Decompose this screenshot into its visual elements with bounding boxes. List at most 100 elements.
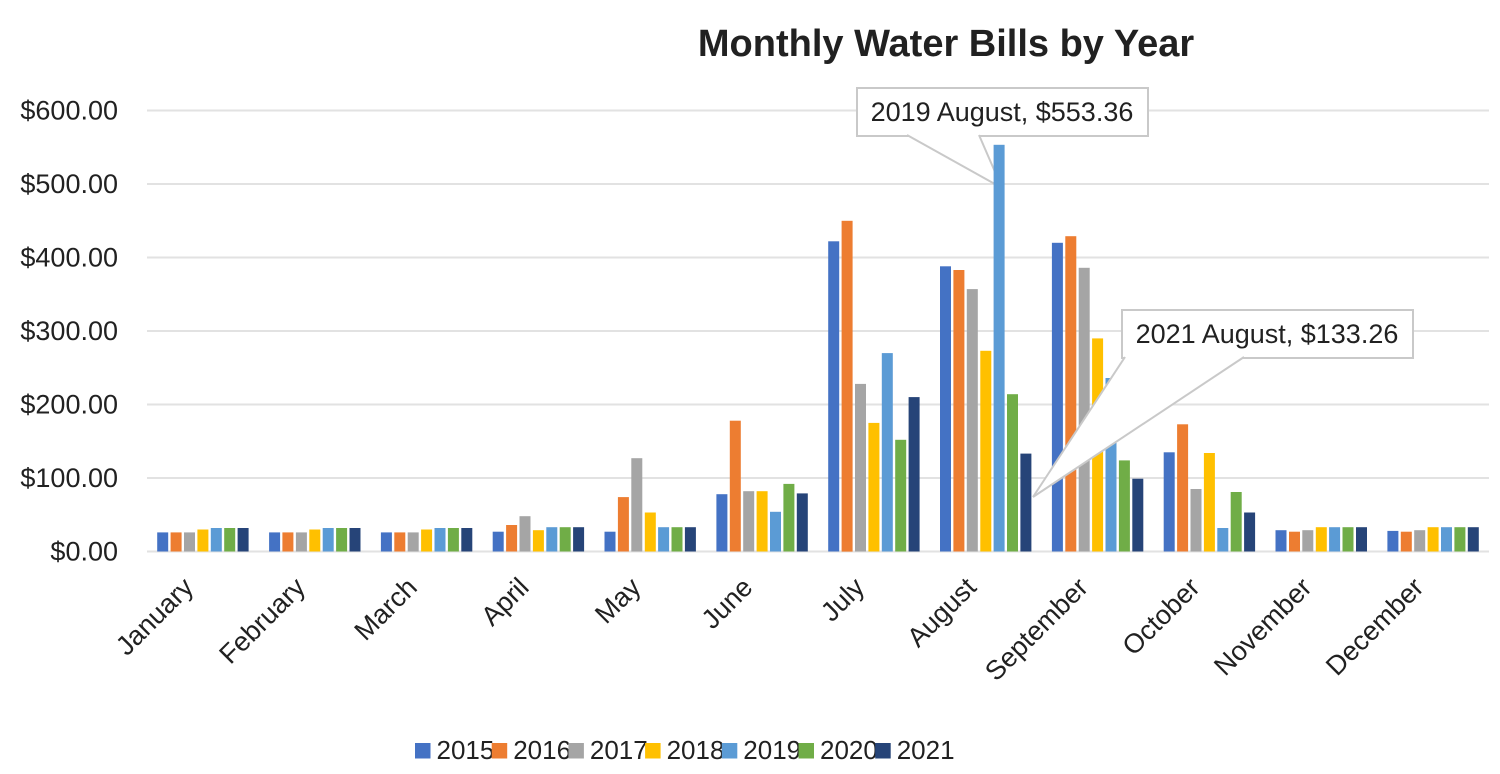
bar-2018-february — [309, 529, 321, 552]
bar-2019-september — [1105, 378, 1117, 552]
bar-2016-august — [953, 270, 965, 552]
legend-item-2016: 2016 — [491, 735, 571, 765]
callout-box-2021-august — [1121, 309, 1414, 359]
bar-2020-february — [336, 528, 348, 552]
bar-2021-december — [1467, 527, 1479, 552]
bar-2018-august — [980, 350, 992, 552]
bar-2015-january — [157, 532, 169, 552]
bar-2016-february — [282, 532, 294, 552]
y-tick-label-$600.00: $600.00 — [20, 96, 118, 126]
legend-swatch-2019 — [721, 743, 738, 759]
bar-2018-november — [1315, 527, 1327, 552]
legend-swatch-2015 — [415, 743, 431, 759]
bar-2020-september — [1118, 460, 1130, 552]
legend-item-2019: 2019 — [721, 735, 801, 765]
legend-label-2018: 2018 — [667, 735, 725, 765]
bar-2019-august — [993, 144, 1005, 552]
bar-2021-august — [1020, 453, 1032, 552]
bar-2016-december — [1400, 531, 1412, 552]
bar-2016-may — [617, 497, 629, 552]
legend-label-2015: 2015 — [437, 735, 495, 765]
y-tick-label-$400.00: $400.00 — [20, 243, 118, 273]
legend-swatch-2018 — [645, 743, 661, 759]
legend-label-2019: 2019 — [743, 735, 801, 765]
x-axis-label-august: August — [901, 572, 982, 653]
bar-2015-november — [1275, 530, 1287, 552]
bar-2019-june — [770, 511, 781, 552]
bar-2015-december — [1387, 530, 1399, 552]
bar-2016-october — [1177, 424, 1189, 552]
bar-2015-september — [1051, 242, 1063, 552]
bar-series-groups — [157, 144, 1479, 552]
bar-2020-july — [895, 439, 907, 552]
callout-box-2019-august — [856, 87, 1149, 137]
bar-2021-june — [796, 493, 808, 552]
x-axis-label-february: February — [213, 572, 311, 670]
legend-swatch-2016 — [491, 743, 508, 759]
bar-2018-may — [644, 512, 656, 552]
bar-2019-november — [1329, 527, 1341, 552]
x-axis-label-november: November — [1208, 572, 1317, 681]
bar-2020-june — [783, 483, 795, 552]
legend-label-2020: 2020 — [820, 735, 878, 765]
y-tick-label-$500.00: $500.00 — [20, 169, 118, 199]
bar-2019-october — [1217, 528, 1229, 552]
x-axis-label-april: April — [475, 572, 534, 631]
bar-2018-january — [197, 529, 209, 552]
legend-item-2021: 2021 — [875, 735, 955, 765]
bar-2019-april — [546, 527, 558, 552]
bar-2016-january — [170, 532, 182, 552]
callout-leader-2021-august — [1032, 356, 1245, 498]
y-tick-label-$300.00: $300.00 — [20, 316, 118, 346]
legend-swatch-2017 — [568, 743, 584, 759]
x-axis-label-may: May — [589, 572, 647, 630]
legend-label-2016: 2016 — [513, 735, 571, 765]
bar-2018-april — [532, 530, 544, 552]
bar-2017-february — [295, 532, 307, 552]
bar-2018-october — [1203, 453, 1215, 552]
legend-label-2017: 2017 — [590, 735, 648, 765]
bar-2021-march — [461, 528, 473, 552]
bar-2020-may — [671, 527, 683, 552]
bar-2017-january — [184, 532, 195, 552]
bar-2020-december — [1454, 527, 1466, 552]
bar-2020-november — [1342, 527, 1354, 552]
bar-2015-june — [716, 494, 728, 552]
bar-2017-november — [1302, 530, 1314, 552]
bar-2017-december — [1414, 530, 1426, 552]
x-axis-label-december: December — [1320, 572, 1429, 681]
bar-2016-april — [506, 525, 518, 552]
bar-2015-may — [604, 531, 616, 552]
bar-2017-june — [743, 491, 755, 552]
bar-2015-february — [269, 532, 281, 552]
bar-2017-august — [966, 289, 978, 552]
bar-2015-march — [380, 532, 392, 552]
legend-swatch-2021 — [875, 743, 891, 759]
legend-item-2015: 2015 — [415, 735, 494, 765]
bar-2020-october — [1230, 492, 1242, 552]
bar-2018-march — [421, 529, 433, 552]
bar-2015-august — [940, 266, 951, 552]
bar-2016-september — [1065, 236, 1077, 552]
legend-item-2018: 2018 — [645, 735, 724, 765]
bar-2015-july — [828, 241, 840, 552]
gridlines — [147, 109, 1489, 553]
bar-2019-may — [658, 527, 670, 552]
bar-2020-april — [559, 527, 571, 552]
y-tick-label-$100.00: $100.00 — [20, 463, 118, 493]
bar-2021-july — [908, 397, 920, 552]
bar-2016-march — [394, 532, 406, 552]
bar-2016-june — [729, 420, 741, 552]
bar-2021-october — [1244, 512, 1256, 552]
bar-2021-september — [1132, 478, 1144, 552]
bar-2019-march — [434, 528, 446, 552]
y-tick-label-$200.00: $200.00 — [20, 390, 118, 420]
bar-2020-january — [224, 528, 236, 552]
bar-2021-november — [1356, 527, 1367, 552]
bar-2019-july — [881, 353, 893, 552]
bar-2020-march — [447, 528, 459, 552]
bar-2017-july — [855, 383, 866, 552]
bar-2015-october — [1163, 452, 1175, 552]
legend: 2015 2016 2017 2018 2019 2020 2021 — [415, 735, 955, 765]
